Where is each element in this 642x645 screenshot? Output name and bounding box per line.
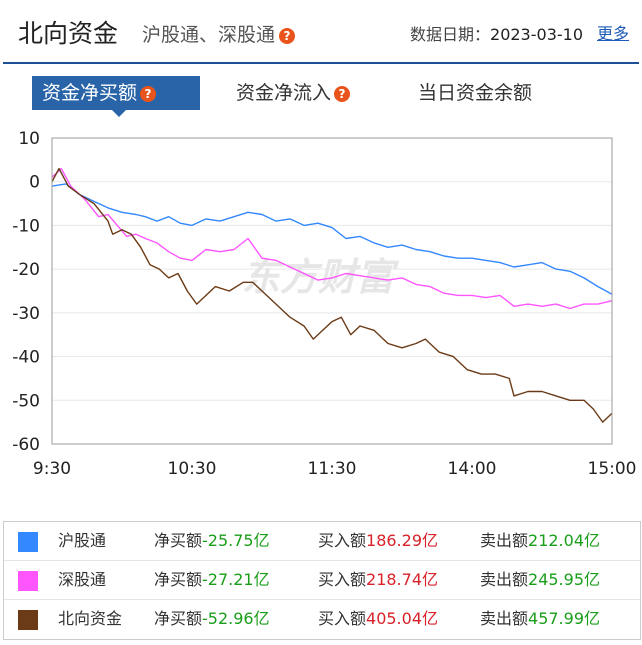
net-buy: 净买额-27.21亿	[154, 561, 270, 599]
y-tick-label: -60	[12, 435, 40, 455]
legend-row-shanghai: 沪股通 净买额-25.75亿 买入额186.29亿 卖出额212.04亿	[4, 522, 640, 561]
legend-name: 沪股通	[58, 531, 107, 550]
chart-grid	[52, 137, 612, 445]
tab-net-inflow[interactable]: 资金净流入?	[236, 76, 351, 110]
y-tick-label: -20	[12, 260, 40, 280]
buy-value: 186.29亿	[366, 531, 439, 550]
help-icon[interactable]: ?	[279, 27, 296, 44]
x-tick-label: 11:30	[308, 459, 357, 479]
sell: 卖出额245.95亿	[480, 561, 600, 599]
tab-bar: 资金净买额? 资金净流入? 当日资金余额	[0, 72, 642, 116]
tab-label: 当日资金余额	[418, 82, 533, 104]
page-title: 北向资金	[18, 19, 119, 48]
buy-label: 买入额	[318, 531, 367, 550]
legend-swatch	[18, 610, 38, 630]
net-buy-label: 净买额	[154, 609, 203, 628]
y-tick-label: -30	[12, 304, 40, 324]
legend-row-northbound: 北向资金 净买额-52.96亿 买入额405.04亿 卖出额457.99亿	[4, 600, 640, 638]
series-line-2	[51, 167, 613, 423]
y-tick-label: -50	[12, 391, 40, 411]
net-buy-value: -52.96亿	[202, 609, 270, 628]
sell-value: 212.04亿	[528, 531, 601, 550]
date-label: 数据日期：	[410, 25, 491, 44]
date-value: 2023-03-10	[490, 25, 583, 44]
buy: 买入额218.74亿	[318, 561, 438, 599]
buy-value: 405.04亿	[366, 609, 439, 628]
subtitle-text: 沪股通、深股通	[142, 24, 276, 46]
net-buy-label: 净买额	[154, 570, 203, 589]
sell: 卖出额457.99亿	[480, 600, 600, 638]
line-chart: 东方财富 10 0 -10 -20 -30 -40 -50 -60 9:30 10:30 11:3…	[12, 129, 637, 479]
sell-label: 卖出额	[480, 570, 529, 589]
date-info: 数据日期：2023-03-10	[410, 21, 583, 45]
legend-swatch	[18, 571, 38, 591]
net-buy: 净买额-52.96亿	[154, 600, 270, 638]
tab-net-buy[interactable]: 资金净买额?	[32, 76, 200, 110]
page-subtitle: 沪股通、深股通?	[142, 20, 296, 47]
legend-row-shenzhen: 深股通 净买额-27.21亿 买入额218.74亿 卖出额245.95亿	[4, 561, 640, 600]
buy-label: 买入额	[318, 609, 367, 628]
x-tick-label: 14:00	[448, 459, 497, 479]
watermark: 东方财富	[242, 255, 400, 299]
buy: 买入额186.29亿	[318, 522, 438, 560]
tab-label: 资金净流入	[236, 82, 332, 104]
x-tick-label: 10:30	[168, 459, 217, 479]
tab-daily-balance[interactable]: 当日资金余额	[418, 76, 532, 110]
buy-value: 218.74亿	[366, 570, 439, 589]
legend-table: 沪股通 净买额-25.75亿 买入额186.29亿 卖出额212.04亿 深股通…	[3, 521, 641, 640]
y-tick-label: -10	[12, 216, 40, 236]
legend-name: 北向资金	[58, 609, 123, 628]
y-ticks: 10 0 -10 -20 -30 -40 -50 -60	[12, 129, 40, 455]
sell-label: 卖出额	[480, 531, 529, 550]
x-ticks: 9:30 10:30 11:30 14:00 15:00	[33, 459, 637, 479]
more-link[interactable]: 更多	[597, 24, 630, 43]
sell-value: 245.95亿	[528, 570, 601, 589]
legend-name: 深股通	[58, 570, 107, 589]
net-buy-value: -27.21亿	[202, 570, 270, 589]
net-buy: 净买额-25.75亿	[154, 522, 270, 560]
net-buy-value: -25.75亿	[202, 531, 270, 550]
series-layer	[51, 167, 613, 423]
series-line-1	[51, 167, 613, 310]
series-line-0	[51, 183, 613, 295]
x-tick-label: 9:30	[33, 459, 71, 479]
sell: 卖出额212.04亿	[480, 522, 600, 560]
y-tick-label: 0	[29, 173, 40, 193]
buy: 买入额405.04亿	[318, 600, 438, 638]
help-icon[interactable]: ?	[140, 85, 157, 102]
net-buy-label: 净买额	[154, 531, 203, 550]
active-tab-arrow	[112, 110, 126, 117]
buy-label: 买入额	[318, 570, 367, 589]
sell-value: 457.99亿	[528, 609, 601, 628]
legend-swatch	[18, 532, 38, 552]
tab-label: 资金净买额	[42, 82, 138, 104]
x-tick-label: 15:00	[588, 459, 637, 479]
sell-label: 卖出额	[480, 609, 529, 628]
y-tick-label: -40	[12, 348, 40, 368]
plot-frame	[51, 137, 613, 445]
page-header: 北向资金 沪股通、深股通? 数据日期：2023-03-10 更多	[0, 0, 642, 64]
help-icon[interactable]: ?	[334, 85, 351, 102]
header-divider	[3, 62, 639, 64]
y-tick-label: 10	[18, 129, 40, 149]
